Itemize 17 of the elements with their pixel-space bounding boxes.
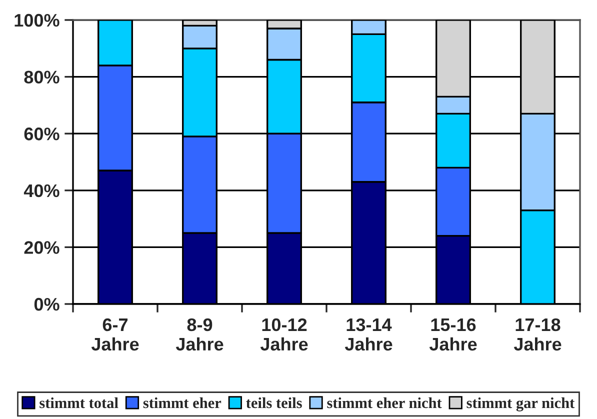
- y-tick-label: 100%: [14, 14, 60, 27]
- y-tick-label: 80%: [24, 70, 60, 84]
- x-tick-label: 13-14 Jahre: [344, 318, 392, 351]
- y-tick-label: 40%: [24, 184, 60, 198]
- legend-label: teils teils: [246, 397, 302, 408]
- x-tick-label: 17-18 Jahre: [514, 318, 562, 351]
- x-tick-label: 10-12 Jahre: [260, 318, 308, 351]
- y-tick-label: 20%: [24, 241, 60, 254]
- y-tick-label: 60%: [24, 128, 60, 140]
- x-tick-label: 15-16 Jahre: [429, 318, 477, 351]
- legend-label: stimmt total: [40, 397, 118, 408]
- legend-label: stimmt gar nicht: [466, 397, 575, 412]
- legend-label: stimmt eher nicht: [327, 397, 442, 408]
- y-tick-label: 0%: [34, 298, 60, 311]
- x-tick-label: 6-7 Jahre: [91, 318, 139, 351]
- x-tick-label: 8-9 Jahre: [176, 318, 224, 351]
- legend-label: stimmt eher: [143, 397, 222, 408]
